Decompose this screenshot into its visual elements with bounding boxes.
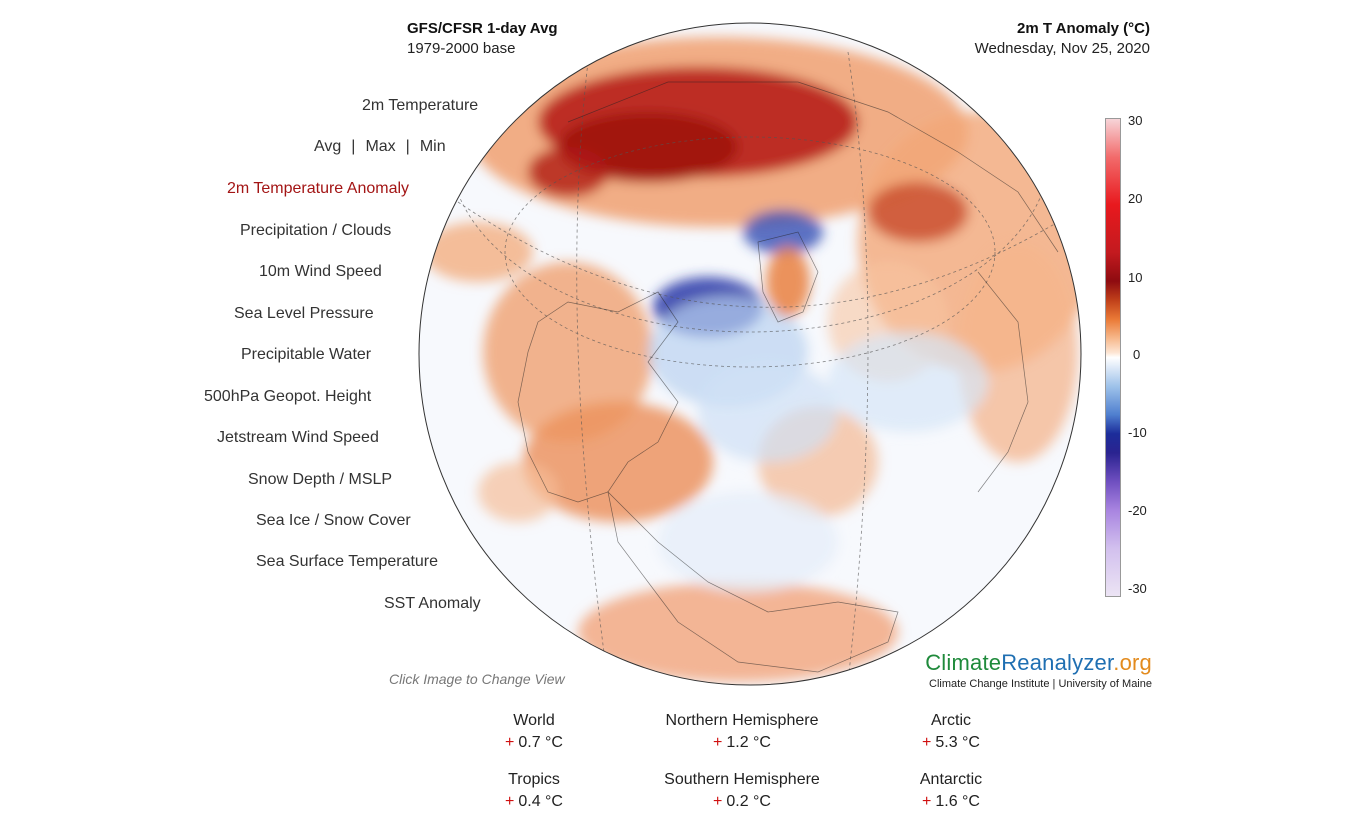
menu-item-sea-level-pressure[interactable]: Sea Level Pressure bbox=[234, 305, 374, 322]
colorbar-tick: 10 bbox=[1128, 270, 1143, 285]
colorbar-tick: -30 bbox=[1128, 581, 1147, 596]
menu-item-snow-depth-mslp[interactable]: Snow Depth / MSLP bbox=[248, 471, 393, 488]
anomaly-field bbox=[423, 37, 1081, 682]
menu-item-10m-wind-speed[interactable]: 10m Wind Speed bbox=[259, 263, 382, 280]
menu-item-sea-surface-temperature[interactable]: Sea Surface Temperature bbox=[256, 553, 439, 570]
stat-value: +1.2 °C bbox=[713, 734, 771, 751]
menu-item-500hpa-geopot-height[interactable]: 500hPa Geopot. Height bbox=[204, 388, 372, 405]
click-hint: Click Image to Change View bbox=[389, 671, 565, 687]
min-link[interactable]: Min bbox=[419, 138, 446, 155]
colorbar-tick: 30 bbox=[1128, 113, 1143, 128]
stat-label: Southern Hemisphere bbox=[664, 771, 820, 788]
avg-link[interactable]: Avg bbox=[314, 138, 342, 155]
stat-label: Arctic bbox=[931, 712, 971, 729]
brand-logo[interactable]: ClimateReanalyzer.org bbox=[925, 650, 1152, 675]
header-left: GFS/CFSR 1-day Avg 1979-2000 base bbox=[407, 19, 558, 59]
stat-world: World +0.7 °C bbox=[434, 712, 634, 752]
coastlines bbox=[517, 81, 1059, 673]
menu-item-sst-anomaly[interactable]: SST Anomaly bbox=[384, 595, 481, 612]
max-link[interactable]: Max bbox=[365, 138, 396, 155]
globe-outline bbox=[418, 22, 1082, 686]
menu-item-jetstream-wind-speed[interactable]: Jetstream Wind Speed bbox=[217, 429, 379, 446]
date-label: Wednesday, Nov 25, 2020 bbox=[974, 40, 1150, 57]
separator: | bbox=[405, 138, 410, 155]
stat-antarctic: Antarctic +1.6 °C bbox=[851, 771, 1051, 811]
header-right: 2m T Anomaly (°C) Wednesday, Nov 25, 202… bbox=[975, 19, 1150, 59]
stat-label: Tropics bbox=[508, 771, 560, 788]
menu-item-2m-temperature-anomaly[interactable]: 2m Temperature Anomaly bbox=[227, 180, 410, 197]
colorbar-tick: -10 bbox=[1128, 425, 1147, 440]
temperature-mode-selector: Avg | Max | Min bbox=[314, 138, 446, 156]
colorbar-tick: 20 bbox=[1128, 191, 1143, 206]
separator: | bbox=[351, 138, 356, 155]
stat-northern-hemisphere: Northern Hemisphere +1.2 °C bbox=[642, 712, 842, 752]
baseline-period: 1979-2000 base bbox=[407, 40, 516, 57]
menu-item-precipitable-water[interactable]: Precipitable Water bbox=[241, 346, 372, 363]
stat-tropics: Tropics +0.4 °C bbox=[434, 771, 634, 811]
menu-item-sea-ice-snow-cover[interactable]: Sea Ice / Snow Cover bbox=[256, 512, 411, 529]
stat-value: +1.6 °C bbox=[922, 793, 980, 810]
stat-southern-hemisphere: Southern Hemisphere +0.2 °C bbox=[642, 771, 842, 811]
brand-subtitle: Climate Change Institute | University of… bbox=[929, 678, 1152, 690]
variable-title: 2m T Anomaly (°C) bbox=[1017, 20, 1150, 37]
stat-value: +0.7 °C bbox=[505, 734, 563, 751]
stat-value: +0.4 °C bbox=[505, 793, 563, 810]
stat-value: +5.3 °C bbox=[922, 734, 980, 751]
stat-label: World bbox=[513, 712, 555, 729]
globe-anomaly-map[interactable] bbox=[418, 22, 1082, 686]
menu-item-2m-temperature[interactable]: 2m Temperature bbox=[362, 97, 479, 114]
menu-item-precipitation-clouds[interactable]: Precipitation / Clouds bbox=[240, 222, 392, 239]
stat-label: Antarctic bbox=[919, 771, 983, 788]
colorbar-tick: -20 bbox=[1128, 503, 1147, 518]
model-title: GFS/CFSR 1-day Avg bbox=[407, 20, 558, 37]
stat-label: Northern Hemisphere bbox=[665, 712, 819, 729]
stat-value: +0.2 °C bbox=[713, 793, 771, 810]
colorbar-tick: 0 bbox=[1133, 347, 1141, 362]
anomaly-colorbar bbox=[1105, 118, 1121, 597]
stat-arctic: Arctic +5.3 °C bbox=[851, 712, 1051, 752]
